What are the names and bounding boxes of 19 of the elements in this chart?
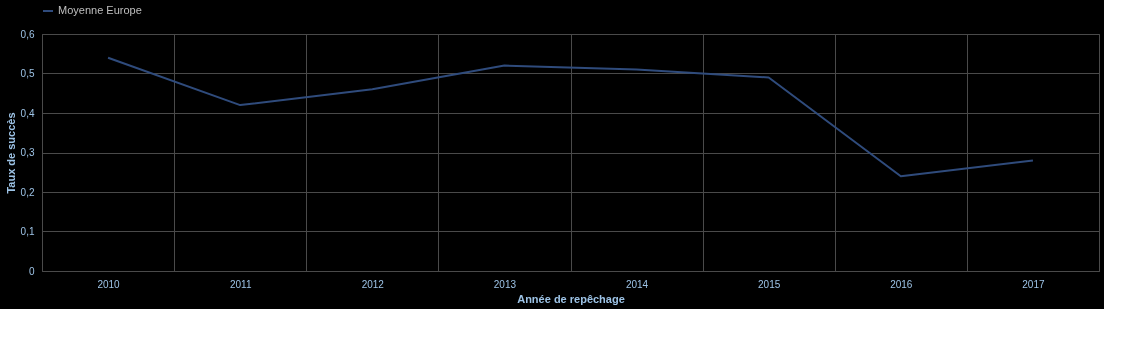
y-tick-label: 0 bbox=[28, 265, 35, 277]
y-tick-label: 0,4 bbox=[20, 107, 35, 119]
legend-label: Moyenne Europe bbox=[58, 4, 142, 16]
x-tick-label: 2014 bbox=[625, 278, 649, 290]
y-tick-label: 0,1 bbox=[20, 226, 35, 237]
x-tick-label: 2012 bbox=[361, 278, 385, 290]
x-tick-label: 2010 bbox=[97, 278, 121, 290]
x-tick-label: 2017 bbox=[1022, 278, 1045, 290]
x-tick-label: 2011 bbox=[229, 278, 252, 290]
y-tick-label: 0,5 bbox=[20, 68, 35, 79]
x-tick-label: 2013 bbox=[493, 278, 517, 290]
x-tick-label: 2016 bbox=[890, 278, 913, 290]
line-series bbox=[107, 56, 1034, 178]
y-tick-label: 0,3 bbox=[20, 147, 35, 158]
y-tick-label: 0,2 bbox=[20, 186, 35, 198]
y-axis-title: Taux de succès bbox=[4, 112, 17, 194]
y-tick-label: 0,6 bbox=[20, 28, 35, 40]
x-axis-title: Année de repêchage bbox=[517, 292, 625, 305]
x-tick-label: 2015 bbox=[758, 278, 781, 290]
